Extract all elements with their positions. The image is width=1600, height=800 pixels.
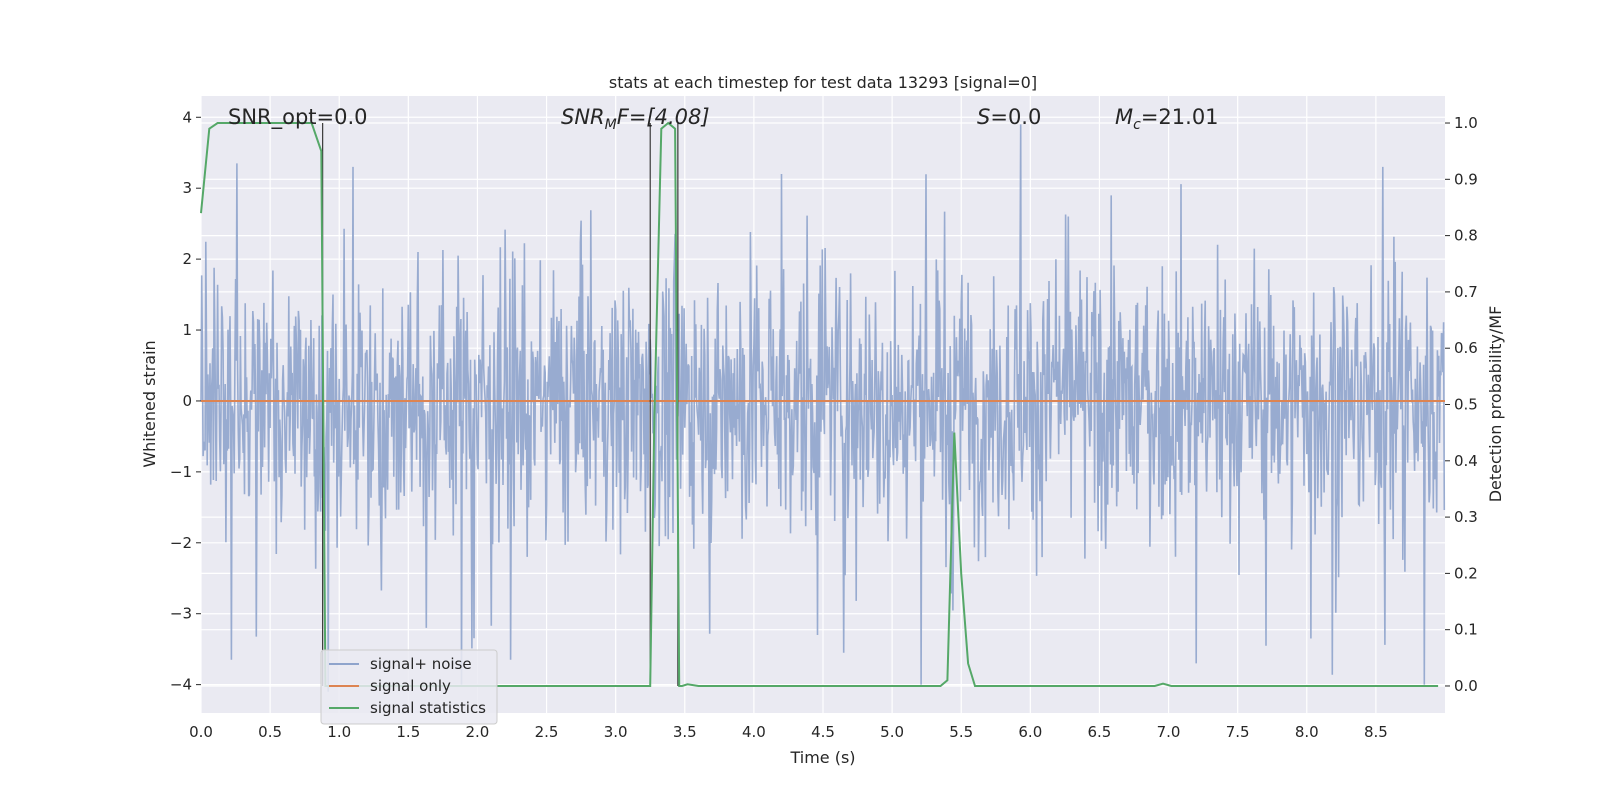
x-tick-label: 6.5 [1088, 723, 1112, 741]
x-tick-label: 7.5 [1226, 723, 1250, 741]
y-tick-label: 2 [182, 250, 192, 268]
legend-label-signal-statistics: signal statistics [370, 699, 486, 717]
y-tick-label: −2 [170, 534, 192, 552]
legend-label-signal-noise: signal+ noise [370, 655, 472, 673]
signal-statistics-line [200, 121, 1439, 687]
x-tick-label: 8.5 [1364, 723, 1388, 741]
y2-tick-label: 1.0 [1454, 114, 1478, 132]
annotation-mc-rest: =21.01 [1141, 105, 1219, 129]
annotation-snr-mf-sub: M [605, 117, 617, 133]
y-tick-label: −1 [170, 463, 192, 481]
x-tick-label: 3.5 [673, 723, 697, 741]
x-tick-label: 8.0 [1295, 723, 1319, 741]
annotation-snr-mf-main: SNR [561, 105, 605, 129]
x-tick-label: 2.5 [535, 723, 559, 741]
y2-tick-label: 0.9 [1454, 170, 1478, 188]
x-tick-label: 6.0 [1018, 723, 1042, 741]
legend: signal+ noise signal only signal statist… [320, 649, 498, 725]
x-tick-label: 4.0 [742, 723, 766, 741]
x-tick-label: 5.5 [949, 723, 973, 741]
x-tick-label: 1.0 [327, 723, 351, 741]
y2-tick-label: 0.2 [1454, 564, 1478, 582]
annotation-snr-mf: SNRMF=[4.08] [561, 105, 710, 133]
y2-axis-label: Detection probability/MF [1486, 306, 1505, 503]
y-tick-label: −3 [170, 605, 192, 623]
right-y-axis-ticks: 1.0 0.9 0.8 0.7 0.6 0.5 0.4 0.3 0.2 0.1 0.0 [1445, 114, 1478, 695]
y-axis-label: Whitened strain [140, 340, 159, 467]
x-axis-label: Time (s) [789, 748, 855, 767]
x-axis-ticks: 0.0 0.5 1.0 1.5 2.0 2.5 3.0 3.5 4.0 4.5 5.0 5.5 6.0 6… [189, 723, 1388, 741]
legend-box [320, 649, 498, 725]
legend-label-signal-only: signal only [370, 677, 451, 695]
signal-noise-line [200, 124, 1446, 692]
annotation-s-main: S [977, 105, 990, 129]
annotation-mc: Mc=21.01 [1115, 105, 1219, 133]
signal-statistics-series [200, 121, 1439, 687]
y2-tick-label: 0.0 [1454, 677, 1478, 695]
x-tick-label: 2.0 [466, 723, 490, 741]
y-tick-label: 0 [182, 392, 192, 410]
y-tick-label: −4 [170, 676, 192, 694]
y2-tick-label: 0.4 [1454, 452, 1478, 470]
annotation-mc-main: M [1115, 105, 1133, 129]
y-tick-label: 1 [182, 321, 192, 339]
chart-title: stats at each timestep for test data 132… [609, 73, 1037, 92]
y2-tick-label: 0.6 [1454, 339, 1478, 357]
y-tick-label: 3 [182, 179, 192, 197]
y2-tick-label: 0.5 [1454, 396, 1478, 414]
x-tick-label: 3.0 [604, 723, 628, 741]
y2-tick-label: 0.1 [1454, 621, 1478, 639]
x-tick-label: 0.0 [189, 723, 213, 741]
annotation-s-rest: =0.0 [990, 105, 1041, 129]
left-y-axis-ticks: 4 3 2 1 0 −1 −2 −3 −4 [170, 108, 201, 694]
y2-tick-label: 0.7 [1454, 283, 1478, 301]
x-tick-label: 7.0 [1157, 723, 1181, 741]
x-tick-label: 0.5 [258, 723, 282, 741]
y-tick-label: 4 [182, 108, 192, 126]
x-tick-label: 1.5 [396, 723, 420, 741]
annotation-mc-sub: c [1133, 117, 1141, 133]
annotation-snr-mf-rest: F=[4.08] [617, 105, 710, 129]
x-tick-label: 4.5 [811, 723, 835, 741]
annotation-snr-opt: SNR_opt=0.0 [228, 105, 368, 130]
x-tick-label: 5.0 [880, 723, 904, 741]
y2-tick-label: 0.3 [1454, 508, 1478, 526]
signal-noise-series [200, 124, 1446, 692]
y2-tick-label: 0.8 [1454, 227, 1478, 245]
annotation-s: S=0.0 [977, 105, 1041, 129]
